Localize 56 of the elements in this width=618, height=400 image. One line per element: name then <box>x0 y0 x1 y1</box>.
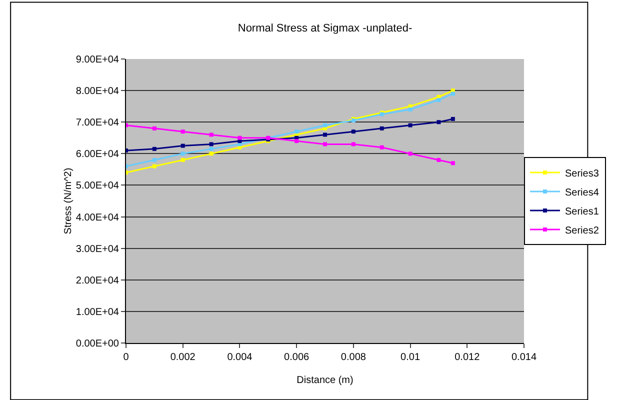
x-tick-label: 0.012 <box>454 352 480 363</box>
point <box>209 146 214 151</box>
point <box>180 144 185 148</box>
y-tick-label: 6.00E+04 <box>76 149 120 160</box>
x-tick-label: 0.014 <box>511 352 537 363</box>
point <box>152 126 156 130</box>
y-tick-label: 9.00E+04 <box>76 54 120 66</box>
point <box>450 92 455 96</box>
point <box>294 139 299 144</box>
legend-label: Series4 <box>565 187 600 198</box>
point <box>436 98 441 102</box>
point <box>152 158 156 162</box>
y-tick-label: 0.00E+00 <box>76 338 120 350</box>
point <box>323 132 327 137</box>
point <box>436 158 441 162</box>
point <box>238 136 242 140</box>
point <box>408 123 412 128</box>
point <box>180 158 185 162</box>
point <box>323 142 327 146</box>
y-tick-label: 5.00E+04 <box>76 180 120 192</box>
legend-label: Series3 <box>565 168 600 180</box>
point <box>323 123 327 128</box>
y-axis-title: Stress (N/m^2) <box>62 168 74 234</box>
point <box>436 120 441 124</box>
point <box>450 161 455 166</box>
y-tick-label: 3.00E+04 <box>76 244 120 255</box>
x-tick-label: 0.008 <box>340 352 366 363</box>
point <box>380 126 384 130</box>
x-tick-label: 0.006 <box>284 352 310 363</box>
legend-label: Series2 <box>565 225 600 236</box>
x-axis-title: Distance (m) <box>296 375 354 386</box>
point <box>450 116 455 121</box>
y-tick-label: 7.00E+04 <box>76 118 120 129</box>
x-tick-label: 0.004 <box>227 352 253 363</box>
point <box>408 152 412 156</box>
point <box>180 152 185 156</box>
point <box>152 164 156 168</box>
point <box>209 152 214 156</box>
y-tick-label: 1.00E+04 <box>76 306 120 318</box>
legend-label: Series1 <box>565 206 600 218</box>
point <box>380 145 384 150</box>
x-tick-label: 0.01 <box>400 352 420 363</box>
point <box>351 130 356 134</box>
point <box>152 146 156 151</box>
point <box>294 130 299 134</box>
point <box>351 142 356 146</box>
point <box>408 107 412 112</box>
point <box>209 142 214 146</box>
chart-title: Normal Stress at Sigmax -unplated- <box>238 22 412 35</box>
point <box>180 130 185 134</box>
y-tick-label: 4.00E+04 <box>76 212 120 224</box>
y-tick-label: 8.00E+04 <box>76 86 120 98</box>
x-tick-label: 0 <box>123 352 130 363</box>
x-tick-label: 0.002 <box>170 352 196 363</box>
point <box>209 132 214 137</box>
y-tick-label: 2.00E+04 <box>76 275 120 286</box>
